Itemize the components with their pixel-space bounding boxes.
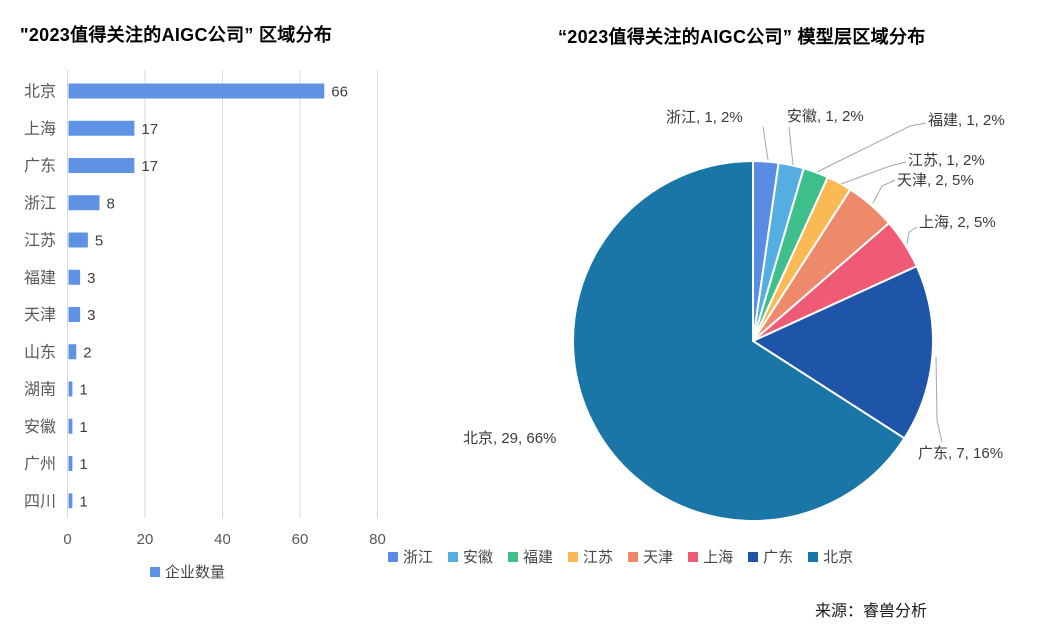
bar-value-label: 66	[331, 84, 348, 101]
bar-chart: 0 20 40 60 80 北京 66 上海 17 广东 17 浙江 8 江苏 5 福建 3 天津 3 山东 2 湖南 1 安…	[24, 70, 386, 548]
legend-label: 北京	[823, 549, 854, 566]
legend-label: 广东	[763, 549, 794, 566]
bar	[68, 418, 73, 434]
legend-swatch	[508, 551, 519, 562]
pie-data-label: 江苏, 1, 2%	[908, 152, 985, 169]
bar-category-label: 浙江	[24, 194, 56, 212]
pie-data-label: 天津, 2, 5%	[897, 172, 974, 189]
pie-data-label: 福建, 1, 2%	[928, 112, 1005, 129]
pie-data-label: 广东, 7, 16%	[918, 445, 1004, 462]
legend-item: 天津	[628, 546, 673, 567]
bar	[68, 269, 81, 285]
legend-item: 广东	[748, 546, 793, 567]
legend-item: 上海	[688, 546, 733, 567]
bar	[68, 493, 73, 509]
pie-data-label: 上海, 2, 5%	[919, 214, 996, 231]
legend-item-company-count: 企业数量	[150, 561, 225, 582]
bar-category-label: 广州	[24, 455, 56, 473]
pie-label-leader-line	[935, 356, 943, 443]
legend-label: 安徽	[463, 549, 494, 566]
bar-value-label: 8	[107, 195, 115, 212]
pie-label-leader-line	[816, 122, 927, 173]
legend-item: 江苏	[568, 546, 613, 567]
legend-swatch	[150, 566, 160, 577]
bar-value-label: 17	[141, 121, 158, 138]
bar-category-label: 广东	[24, 157, 56, 175]
pie-label-leader-line	[872, 179, 896, 204]
pie-data-label: 北京, 29, 66%	[463, 430, 557, 447]
bar	[68, 307, 81, 322]
bar-chart-title: "2023值得关注的AIGC公司” 区域分布	[20, 25, 333, 45]
bar	[68, 195, 100, 211]
bar-chart-legend: 企业数量	[150, 561, 225, 582]
bar-category-label: 北京	[24, 83, 56, 101]
x-axis-tick-label: 40	[214, 531, 231, 548]
legend-swatch	[688, 551, 699, 562]
legend-item: 安徽	[448, 546, 493, 567]
bar-category-label: 湖南	[24, 381, 56, 399]
pie-label-leader-line	[840, 161, 907, 185]
pie-label-leader-line	[906, 226, 918, 245]
bar-value-label: 3	[87, 307, 95, 324]
legend-item: 福建	[508, 546, 553, 567]
legend-swatch	[628, 551, 639, 562]
legend-label: 企业数量	[165, 564, 226, 581]
bar-category-label: 四川	[24, 493, 56, 510]
legend-item: 浙江	[388, 546, 433, 567]
bar-value-label: 5	[95, 233, 103, 250]
bar-value-label: 1	[79, 382, 87, 399]
legend-swatch	[568, 551, 579, 562]
bar	[68, 83, 325, 99]
pie-label-leader-line	[788, 126, 794, 166]
bar	[68, 158, 135, 173]
pie-data-label: 安徽, 1, 2%	[787, 108, 864, 125]
legend-swatch	[388, 551, 398, 562]
legend-label: 浙江	[403, 549, 434, 566]
bar-value-label: 2	[83, 344, 91, 361]
x-axis-tick-label: 60	[292, 531, 309, 548]
bar-value-label: 1	[79, 456, 87, 473]
bar-category-label: 上海	[24, 120, 56, 138]
bar-value-label: 1	[79, 419, 87, 436]
legend-label: 上海	[703, 549, 734, 566]
pie-chart-legend: 浙江 安徽 福建 江苏 天津 上海 广东 北京	[388, 546, 853, 567]
pie-slice	[572, 160, 906, 522]
legend-swatch	[748, 551, 759, 562]
pie-data-label: 浙江, 1, 2%	[666, 109, 743, 126]
legend-label: 天津	[643, 549, 674, 566]
bar-category-label: 江苏	[24, 232, 56, 250]
pie-chart	[572, 122, 943, 522]
bar-category-label: 天津	[24, 306, 56, 324]
pie-label-leader-line	[762, 126, 769, 161]
x-axis-tick-label: 20	[137, 531, 154, 548]
legend-swatch	[448, 551, 459, 562]
bar-value-label: 17	[141, 158, 158, 175]
legend-item: 北京	[808, 546, 853, 567]
pie-slice	[752, 265, 934, 440]
legend-label: 江苏	[583, 549, 614, 566]
legend-swatch	[808, 551, 819, 562]
bar-category-label: 福建	[24, 269, 56, 287]
x-axis-tick-label: 0	[63, 531, 71, 548]
x-axis-tick-label: 80	[369, 531, 386, 548]
bar	[68, 120, 135, 136]
pie-chart-title: “2023值得关注的AIGC公司” 模型层区域分布	[558, 27, 926, 47]
bar	[68, 232, 88, 248]
bar	[68, 344, 77, 360]
legend-label: 福建	[523, 549, 554, 566]
bar-category-label: 安徽	[24, 418, 56, 436]
bar-value-label: 3	[87, 270, 95, 287]
bar-category-label: 山东	[24, 343, 56, 361]
bar	[68, 381, 73, 397]
bar-value-label: 1	[79, 493, 87, 510]
bar	[68, 456, 73, 471]
source-note: 来源：睿兽分析	[815, 603, 928, 620]
